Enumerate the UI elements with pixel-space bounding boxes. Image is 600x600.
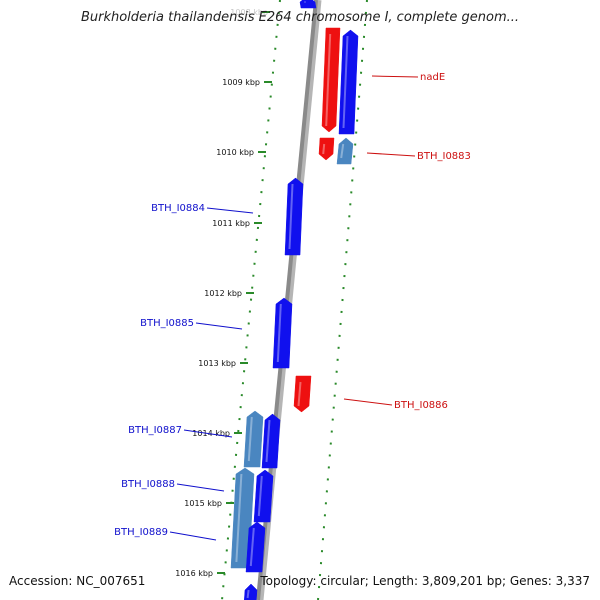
forward-gene-arrow-bth-i0888[interactable] <box>253 469 274 523</box>
scale-label: 1010 kbp <box>216 148 254 157</box>
callout-leader-line <box>169 531 217 541</box>
scale-label: 1016 kbp <box>175 569 213 578</box>
gene-label-bth-i0883[interactable]: BTH_I0883 <box>417 151 471 162</box>
forward-gene-arrow-nade[interactable] <box>338 29 359 135</box>
gene-highlight <box>288 183 294 250</box>
reverse-gene-arrow-bth-i0886[interactable] <box>293 375 312 413</box>
forward-gene-arrow[interactable] <box>299 0 317 9</box>
scale-label: 1015 kbp <box>184 499 222 508</box>
gene-highlight <box>247 416 253 462</box>
forward-gene-arrow-bth-i0889[interactable] <box>245 521 266 573</box>
callout-leader-line <box>183 429 233 438</box>
gene-label-bth-i0884[interactable]: BTH_I0884 <box>151 203 205 214</box>
accession-text: Accession: NC_007651 <box>9 574 146 588</box>
reverse-gene-arrow-bth-i0883[interactable] <box>318 137 335 161</box>
pseudo-gene-arrow-bth-i0887[interactable] <box>243 410 264 468</box>
gene-highlight <box>246 589 250 599</box>
scale-label: 1009 kbp <box>222 78 260 87</box>
gene-highlight <box>257 475 263 517</box>
gene-highlight <box>322 143 326 155</box>
forward-gene-arrow[interactable] <box>244 583 258 600</box>
gene-highlight <box>342 35 349 129</box>
gene-highlight <box>265 419 271 463</box>
callout-leader-line <box>371 75 419 78</box>
scale-label: 1013 kbp <box>198 359 236 368</box>
pseudo-gene-arrow-bth-i0883[interactable] <box>336 137 354 165</box>
forward-gene-arrow-bth-i0884[interactable] <box>284 177 304 256</box>
topology-text: Topology: circular; Length: 3,809,201 bp… <box>260 574 590 588</box>
gene-label-nade[interactable]: nadE <box>420 72 445 83</box>
gene-highlight <box>325 33 332 127</box>
scale-label: 1008 kbp <box>230 8 268 17</box>
gene-label-bth-i0888[interactable]: BTH_I0888 <box>121 479 175 490</box>
scale-label: 1012 kbp <box>204 289 242 298</box>
inner-scale-dots <box>221 0 281 600</box>
map-title: Burkholderia thailandensis E264 chromoso… <box>80 10 520 25</box>
callout-leader-line <box>366 152 416 157</box>
forward-gene-arrow-bth-i0885[interactable] <box>272 297 293 369</box>
reverse-gene-arrow-nade[interactable] <box>321 27 341 133</box>
gene-highlight <box>297 381 302 407</box>
gene-highlight <box>235 473 243 563</box>
gene-label-bth-i0887[interactable]: BTH_I0887 <box>128 425 182 436</box>
gene-label-bth-i0885[interactable]: BTH_I0885 <box>140 318 194 329</box>
gene-label-bth-i0886[interactable]: BTH_I0886 <box>394 400 448 411</box>
scale-label: 1011 kbp <box>212 219 250 228</box>
gene-highlight <box>276 303 282 363</box>
outer-scale-dots <box>317 0 368 600</box>
gene-highlight <box>340 143 345 159</box>
callout-leader-line <box>206 207 254 214</box>
callout-leader-line <box>176 483 225 492</box>
gene-label-bth-i0889[interactable]: BTH_I0889 <box>114 527 168 538</box>
callout-leader-line <box>343 398 393 406</box>
forward-gene-arrow-bth-i0887[interactable] <box>261 413 281 469</box>
callout-leader-line <box>195 322 243 330</box>
gene-highlight <box>249 527 255 567</box>
